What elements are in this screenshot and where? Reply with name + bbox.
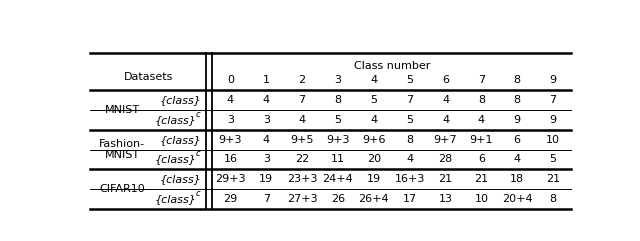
Text: 16+3: 16+3 xyxy=(394,174,425,184)
Text: 9: 9 xyxy=(550,75,557,85)
Text: 9+1: 9+1 xyxy=(470,135,493,145)
Text: 26: 26 xyxy=(331,194,345,204)
Text: 9+7: 9+7 xyxy=(434,135,458,145)
Text: 20+4: 20+4 xyxy=(502,194,532,204)
Text: 6: 6 xyxy=(442,75,449,85)
Text: 4: 4 xyxy=(371,75,378,85)
Text: 8: 8 xyxy=(334,95,342,105)
Text: 21: 21 xyxy=(546,174,560,184)
Text: 19: 19 xyxy=(367,174,381,184)
Text: {class}: {class} xyxy=(159,135,202,145)
Text: c: c xyxy=(196,110,200,119)
Text: Class number: Class number xyxy=(353,61,430,71)
Text: 5: 5 xyxy=(335,115,342,125)
Text: 4: 4 xyxy=(227,95,234,105)
Text: 6: 6 xyxy=(478,154,485,164)
Text: 5: 5 xyxy=(406,75,413,85)
Text: c: c xyxy=(196,149,200,158)
Text: 13: 13 xyxy=(438,194,452,204)
Text: 17: 17 xyxy=(403,194,417,204)
Text: 5: 5 xyxy=(550,154,557,164)
Text: 29: 29 xyxy=(223,194,237,204)
Text: 7: 7 xyxy=(298,95,306,105)
Text: 7: 7 xyxy=(262,194,270,204)
Text: {class}: {class} xyxy=(159,95,202,105)
Text: 29+3: 29+3 xyxy=(215,174,246,184)
Text: 4: 4 xyxy=(478,115,485,125)
Text: 10: 10 xyxy=(546,135,560,145)
Text: 9+3: 9+3 xyxy=(326,135,349,145)
Text: 7: 7 xyxy=(406,95,413,105)
Text: 2: 2 xyxy=(298,75,306,85)
Text: 4: 4 xyxy=(298,115,306,125)
Text: 16: 16 xyxy=(223,154,237,164)
Text: 9: 9 xyxy=(514,115,521,125)
Text: 7: 7 xyxy=(550,95,557,105)
Text: 8: 8 xyxy=(406,135,413,145)
Text: 8: 8 xyxy=(478,95,485,105)
Text: CIFAR10: CIFAR10 xyxy=(99,184,145,194)
Text: 6: 6 xyxy=(514,135,521,145)
Text: 11: 11 xyxy=(331,154,345,164)
Text: 4: 4 xyxy=(442,95,449,105)
Text: {class}: {class} xyxy=(154,115,196,125)
Text: 3: 3 xyxy=(227,115,234,125)
Text: Datasets: Datasets xyxy=(124,72,173,82)
Text: 26+4: 26+4 xyxy=(358,194,389,204)
Text: 28: 28 xyxy=(438,154,452,164)
Text: 19: 19 xyxy=(259,174,273,184)
Text: 7: 7 xyxy=(478,75,485,85)
Text: Fashion-: Fashion- xyxy=(99,139,145,149)
Text: 22: 22 xyxy=(295,154,309,164)
Text: 1: 1 xyxy=(263,75,269,85)
Text: 18: 18 xyxy=(510,174,524,184)
Text: 4: 4 xyxy=(442,115,449,125)
Text: 4: 4 xyxy=(406,154,413,164)
Text: MNIST: MNIST xyxy=(104,105,140,115)
Text: {class}: {class} xyxy=(159,174,202,184)
Text: 21: 21 xyxy=(438,174,452,184)
Text: 5: 5 xyxy=(371,95,378,105)
Text: 21: 21 xyxy=(474,174,488,184)
Text: c: c xyxy=(196,189,200,198)
Text: 4: 4 xyxy=(262,135,270,145)
Text: 9+3: 9+3 xyxy=(219,135,242,145)
Text: 3: 3 xyxy=(263,115,269,125)
Text: 20: 20 xyxy=(367,154,381,164)
Text: 4: 4 xyxy=(262,95,270,105)
Text: 9+6: 9+6 xyxy=(362,135,385,145)
Text: 0: 0 xyxy=(227,75,234,85)
Text: 4: 4 xyxy=(514,154,521,164)
Text: 3: 3 xyxy=(263,154,269,164)
Text: {class}: {class} xyxy=(154,154,196,164)
Text: {class}: {class} xyxy=(154,194,196,204)
Text: 24+4: 24+4 xyxy=(323,174,353,184)
Text: 8: 8 xyxy=(550,194,557,204)
Text: 23+3: 23+3 xyxy=(287,174,317,184)
Text: 3: 3 xyxy=(335,75,342,85)
Text: 10: 10 xyxy=(474,194,488,204)
Text: 8: 8 xyxy=(514,95,521,105)
Text: 5: 5 xyxy=(406,115,413,125)
Text: 4: 4 xyxy=(371,115,378,125)
Text: 27+3: 27+3 xyxy=(287,194,317,204)
Text: 9: 9 xyxy=(550,115,557,125)
Text: 9+5: 9+5 xyxy=(291,135,314,145)
Text: MNIST: MNIST xyxy=(104,150,140,160)
Text: 8: 8 xyxy=(514,75,521,85)
